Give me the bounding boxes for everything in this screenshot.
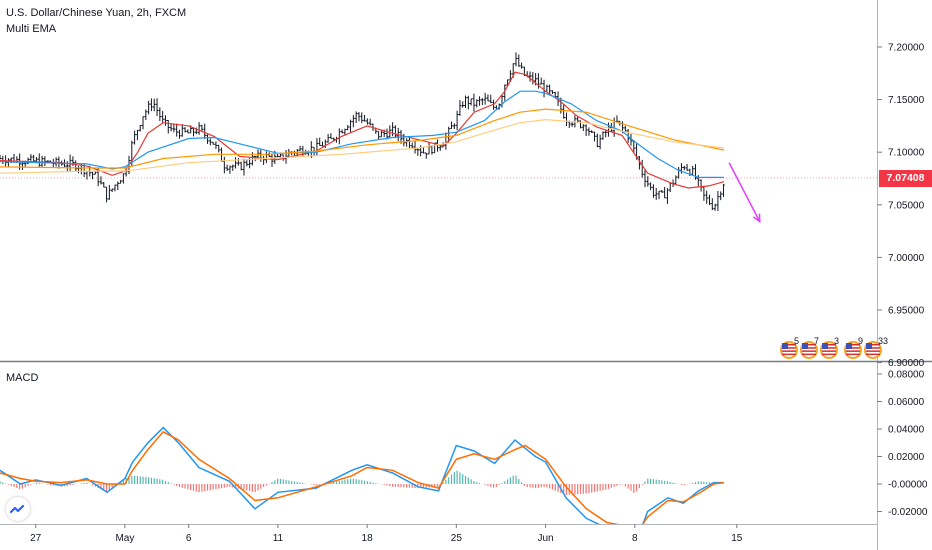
time-tick-label: 27 xyxy=(30,533,42,544)
event-badge[interactable]: 5 xyxy=(780,336,799,359)
ema-line xyxy=(0,90,724,178)
economic-events[interactable]: 5 7 3 9 33 xyxy=(780,336,888,359)
ema-line xyxy=(0,71,725,189)
flag-stripe xyxy=(782,353,796,356)
flag-stripe xyxy=(846,350,860,352)
time-tick-label: 11 xyxy=(273,533,284,544)
flag-stripe xyxy=(782,347,796,349)
price-tick-label: 7.20000 xyxy=(888,43,925,54)
time-tick-label: 6 xyxy=(186,533,192,544)
time-axis[interactable]: 27 May 6 11 18 25 Jun 8 15 xyxy=(30,524,743,544)
chart-title: U.S. Dollar/Chinese Yuan, 2h, FXCM xyxy=(6,7,187,19)
macd-tick-label: -0.00000 xyxy=(888,480,928,491)
time-tick-label: Jun xyxy=(538,533,554,544)
arrow-head xyxy=(752,213,761,224)
flag-stripe xyxy=(866,344,880,346)
event-badge[interactable]: 9 xyxy=(844,336,863,359)
logo-icon xyxy=(9,504,25,514)
flag-stripe xyxy=(846,344,860,346)
macd-lines xyxy=(0,426,725,524)
macd-tick-label: -0.02000 xyxy=(888,507,928,518)
candlestick-series xyxy=(0,52,725,212)
flag-stripe xyxy=(782,344,796,346)
flag-canton xyxy=(782,343,788,349)
flag-canton xyxy=(866,343,872,349)
current-price-badge: 7.07408 xyxy=(879,170,932,187)
flag-stripe xyxy=(822,347,836,349)
flag-stripe xyxy=(846,353,860,356)
ema-lines xyxy=(0,71,725,189)
macd-tick-label: 0.02000 xyxy=(888,452,925,463)
flag-stripe xyxy=(866,347,880,349)
price-tick-label: 6.90000 xyxy=(888,358,925,369)
flag-stripe xyxy=(802,344,816,346)
macd-tick-label: 0.06000 xyxy=(888,397,925,408)
event-count: 3 xyxy=(834,336,839,346)
price-tick-label: 7.00000 xyxy=(888,253,925,264)
indicator-label-macd[interactable]: MACD xyxy=(6,372,39,384)
time-tick-label: 8 xyxy=(632,533,638,544)
flag-stripe xyxy=(822,344,836,346)
price-tick-label: 7.05000 xyxy=(888,200,925,211)
time-tick-label: May xyxy=(115,533,134,544)
macd-tick-label: 0.04000 xyxy=(888,425,925,436)
ema-line xyxy=(0,118,725,174)
flag-stripe xyxy=(822,353,836,356)
flag-stripe xyxy=(846,347,860,349)
event-count: 33 xyxy=(878,336,888,346)
macd-series-line xyxy=(0,430,725,524)
flag-stripe xyxy=(802,353,816,356)
flag-canton xyxy=(802,343,808,349)
price-axis[interactable]: 7.20000 7.15000 7.10000 7.05000 7.00000 6.950… xyxy=(877,43,925,370)
event-badge[interactable]: 7 xyxy=(800,336,819,359)
flag-canton xyxy=(846,343,852,349)
ema-line xyxy=(0,108,725,169)
indicator-label-multi-ema[interactable]: Multi EMA xyxy=(6,23,57,35)
price-tick-label: 7.10000 xyxy=(888,148,925,159)
time-tick-label: 25 xyxy=(451,533,463,544)
macd-axis[interactable]: 0.08000 0.06000 0.04000 0.02000 -0.00000 -0.0… xyxy=(877,370,928,519)
tradingview-logo[interactable] xyxy=(6,497,30,521)
flag-stripe xyxy=(782,350,796,352)
event-badge[interactable]: 3 xyxy=(820,336,839,359)
arrow-shaft xyxy=(728,162,761,222)
flag-stripe xyxy=(802,350,816,352)
flag-canton xyxy=(822,343,828,349)
price-tick-label: 6.95000 xyxy=(888,306,925,317)
event-count: 7 xyxy=(814,336,819,346)
trend-arrow xyxy=(728,162,761,224)
macd-tick-label: 0.08000 xyxy=(888,370,925,381)
event-count: 9 xyxy=(858,336,863,346)
time-tick-label: 18 xyxy=(362,533,374,544)
flag-stripe xyxy=(822,350,836,352)
flag-stripe xyxy=(866,350,880,352)
flag-stripe xyxy=(802,347,816,349)
macd-series-line xyxy=(0,426,724,524)
flag-stripe xyxy=(866,353,880,356)
time-tick-label: 15 xyxy=(731,533,743,544)
price-tick-label: 7.15000 xyxy=(888,95,925,106)
event-badge[interactable]: 33 xyxy=(864,336,888,359)
event-count: 5 xyxy=(794,336,799,346)
